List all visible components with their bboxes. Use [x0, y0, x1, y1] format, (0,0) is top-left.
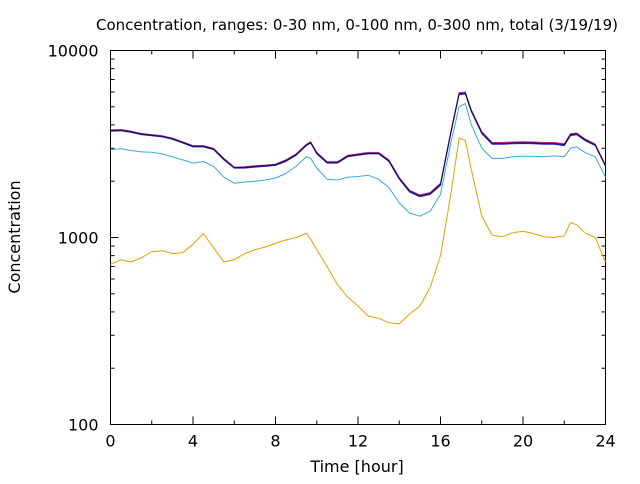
series-line-4 [110, 91, 606, 196]
y-tick-label: 1000 [58, 229, 99, 248]
x-tick-label: 4 [188, 432, 198, 451]
x-tick-label: 12 [348, 432, 368, 451]
x-tick-label: 24 [595, 432, 615, 451]
series-line-5 [110, 92, 606, 197]
x-tick-label: 20 [513, 432, 533, 451]
y-tick-label: 100 [68, 416, 99, 435]
y-axis-label: Concentration [5, 180, 24, 293]
y-tick-label: 10000 [48, 42, 99, 61]
plot-frame [110, 50, 606, 425]
axis-ticks [110, 50, 606, 425]
chart-title: Concentration, ranges: 0-30 nm, 0-100 nm… [96, 16, 618, 34]
tick-labels: 0 4 8 12 16 20 24 100 1000 10000 [48, 42, 616, 451]
x-tick-label: 16 [430, 432, 450, 451]
series-layer [110, 91, 606, 325]
series-line-3 [110, 93, 606, 198]
series-line-2 [110, 103, 606, 217]
series-line-1 [110, 137, 606, 325]
x-axis-label: Time [hour] [309, 457, 403, 476]
x-tick-label: 0 [105, 432, 115, 451]
x-tick-label: 8 [270, 432, 280, 451]
